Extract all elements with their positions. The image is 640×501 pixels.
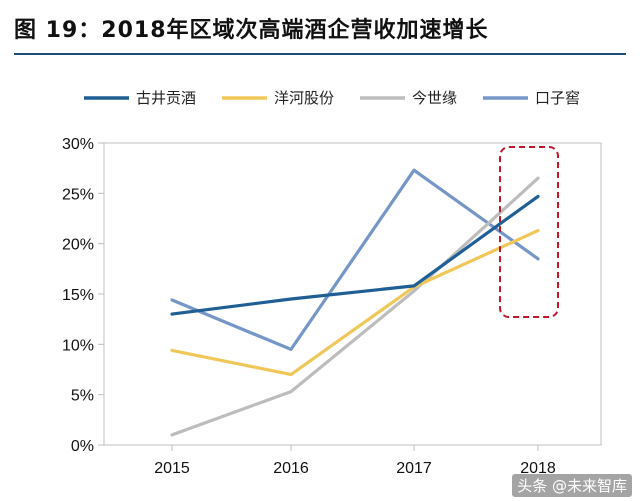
series-line-3 bbox=[170, 176, 540, 437]
legend-label: 古井贡酒 bbox=[136, 89, 196, 107]
y-axis: 0% 5% 10% 15% 20% 25% 30% bbox=[62, 136, 104, 455]
series-line-1 bbox=[170, 194, 540, 316]
y-tick-label: 0% bbox=[71, 438, 94, 455]
legend-label: 口子窖 bbox=[535, 89, 580, 107]
y-tick-label: 10% bbox=[62, 337, 94, 354]
x-tick-label: 2018 bbox=[520, 460, 556, 477]
x-tick-label: 2015 bbox=[154, 460, 190, 477]
series-lines bbox=[170, 168, 540, 437]
figure-title: 图 19：2018年区域次高端酒企营收加速增长 bbox=[14, 18, 489, 43]
highlight-box bbox=[499, 146, 559, 318]
legend-label: 今世缘 bbox=[412, 89, 457, 107]
chart-legend: 古井贡酒 洋河股份 今世缘 口子窖 bbox=[84, 89, 580, 107]
y-tick-label: 25% bbox=[62, 186, 94, 203]
series-line-2 bbox=[170, 229, 540, 377]
x-tick-label: 2017 bbox=[396, 460, 432, 477]
highlight-annotation bbox=[499, 146, 559, 318]
series-line-4 bbox=[170, 168, 540, 351]
x-axis: 2015 2016 2017 2018 bbox=[154, 445, 556, 477]
y-tick-label: 30% bbox=[62, 136, 94, 153]
y-tick-label: 5% bbox=[71, 388, 94, 405]
y-tick-label: 20% bbox=[62, 237, 94, 254]
watermark: 头条 @未来智库 bbox=[512, 474, 632, 497]
y-tick-label: 15% bbox=[62, 287, 94, 304]
title-underline bbox=[14, 53, 626, 55]
legend-label: 洋河股份 bbox=[274, 89, 334, 107]
x-tick-label: 2016 bbox=[273, 460, 309, 477]
